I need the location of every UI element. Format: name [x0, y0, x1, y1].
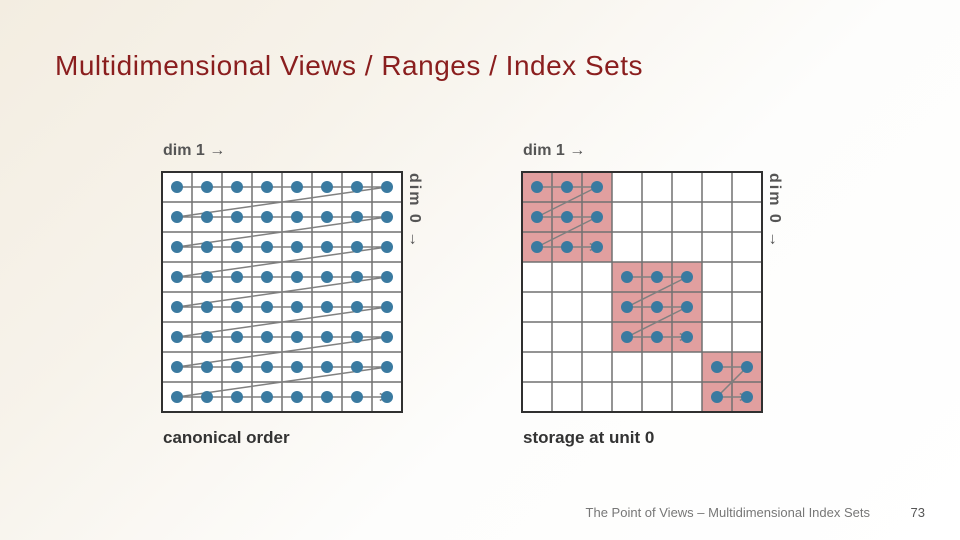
slide: { "title": "Multidimensional Views / Ran… [0, 0, 960, 540]
grid-storage [520, 170, 764, 414]
grid-canonical [160, 170, 404, 414]
dim1-label-right: dim 1 → [523, 142, 585, 160]
caption-storage: storage at unit 0 [523, 428, 654, 448]
caption-canonical: canonical order [163, 428, 290, 448]
page-number: 73 [911, 505, 925, 520]
dim0-label-right: dim 0 → [765, 173, 783, 249]
dim0-label-left: dim 0 → [405, 173, 423, 249]
footer-text: The Point of Views – Multidimensional In… [586, 505, 870, 520]
slide-title: Multidimensional Views / Ranges / Index … [55, 50, 643, 82]
panel-canonical-order: dim 1 → dim 0 → canonical order [160, 170, 404, 414]
panel-storage-unit0: dim 1 → dim 0 → storage at unit 0 [520, 170, 764, 414]
dim1-label-left: dim 1 → [163, 142, 225, 160]
